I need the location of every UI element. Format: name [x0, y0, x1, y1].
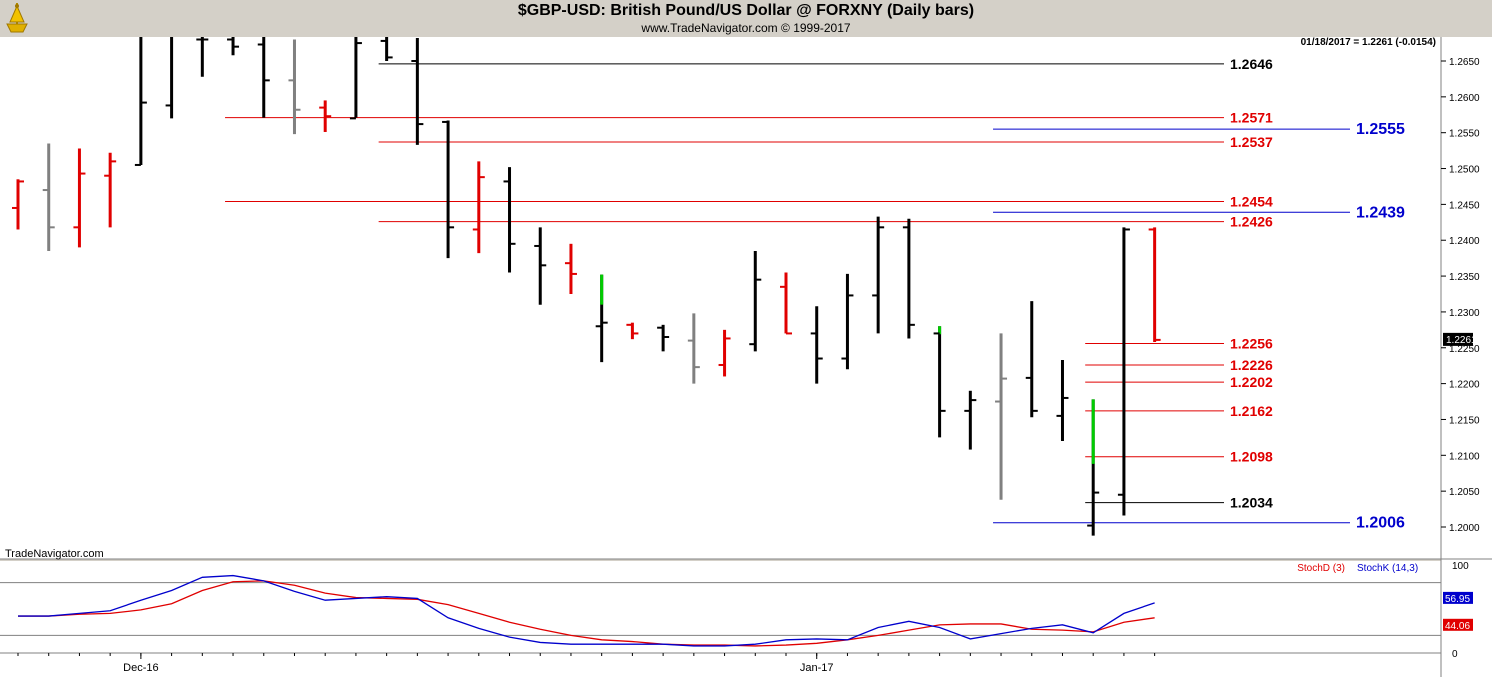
chart-area: 1.2000 1.2050 1.2100 1.2150 1.2200 1.2250 1.23…	[0, 37, 1492, 677]
level-label: 1.2034	[1230, 495, 1273, 511]
price-tick-label: 1.2250	[1449, 344, 1480, 355]
ohlc-bar	[227, 37, 240, 56]
ohlc-bar	[442, 120, 455, 259]
ohlc-bar	[964, 390, 977, 450]
price-tick-label: 1.2200	[1449, 380, 1480, 391]
date-tick-label: Jan-17	[800, 662, 834, 674]
ohlc-bar	[42, 143, 55, 251]
price-axis: 1.2000 1.2050 1.2100 1.2150 1.2200 1.2250 1.23…	[1441, 57, 1480, 534]
ohlc-bar	[718, 329, 731, 377]
price-tick-label: 1.2050	[1449, 487, 1480, 498]
price-tick-label: 1.2600	[1449, 93, 1480, 104]
ohlc-bar	[564, 243, 577, 294]
stoch-tick-label: 0	[1452, 649, 1458, 660]
ohlc-bar	[1117, 227, 1130, 516]
level-label: 1.2426	[1230, 214, 1273, 230]
level-label: 1.2646	[1230, 56, 1273, 72]
ohlc-bar	[657, 324, 670, 352]
stoch-last-label: 44.06	[1445, 621, 1470, 632]
ohlc-bar	[749, 250, 762, 352]
copyright-text: www.TradeNavigator.com © 1999-2017	[641, 21, 851, 35]
ohlc-bar	[902, 218, 915, 339]
date-axis: Dec-16 Jan-17	[17, 653, 1156, 674]
level-label: 1.2202	[1230, 374, 1273, 390]
level-label: 1.2162	[1230, 403, 1273, 419]
ohlc-bar	[288, 39, 301, 135]
stochd-legend: StochD (3)	[1297, 563, 1345, 574]
price-tick-label: 1.2500	[1449, 165, 1480, 176]
ohlc-bar	[1087, 399, 1100, 536]
ohlc-bar	[349, 37, 362, 120]
last-quote-text: 01/18/2017 = 1.2261 (-0.0154)	[1301, 37, 1436, 48]
price-panel-background	[0, 37, 1441, 559]
ohlc-bar	[626, 322, 639, 340]
axis-background	[1441, 37, 1492, 677]
last-price-label: 1.2261	[1446, 335, 1477, 346]
ohlc-bar	[12, 179, 24, 230]
ohlc-bar	[411, 38, 424, 145]
price-tick-label: 1.2650	[1449, 57, 1480, 68]
stoch-last-label: 56.95	[1445, 594, 1470, 605]
price-tick-label: 1.2550	[1449, 129, 1480, 140]
compass-logo-icon	[6, 3, 28, 33]
ohlc-bar	[1148, 227, 1161, 343]
level-label: 1.2098	[1230, 449, 1273, 465]
ohlc-bar	[841, 273, 854, 370]
stoch-tick-label: 100	[1452, 561, 1469, 572]
ohlc-bar	[1056, 359, 1069, 441]
chart-title: $GBP-USD: British Pound/US Dollar @ FORX…	[517, 2, 975, 19]
stoch-last-tag	[1443, 591, 1473, 604]
level-lines: 1.2646 1.2571 1.2555 1.2537 1.2454 1.2439 1.24…	[225, 56, 1405, 532]
ohlc-bar	[995, 333, 1008, 500]
ohlc-bar	[104, 152, 117, 228]
ohlc-bar	[196, 37, 209, 77]
date-axis-background	[0, 653, 1441, 677]
ohlc-bar	[810, 306, 823, 384]
ohlc-bars	[12, 37, 1161, 536]
title-bar: $GBP-USD: British Pound/US Dollar @ FORX…	[0, 0, 1492, 37]
ohlc-bar	[73, 148, 86, 248]
ohlc-bar	[472, 161, 485, 254]
last-price-tag: 1.2261	[1443, 332, 1477, 346]
ohlc-bar	[780, 272, 792, 335]
stochk-legend: StochK (14,3)	[1357, 563, 1418, 574]
ohlc-bar	[380, 37, 393, 61]
ohlc-bar	[933, 326, 946, 438]
level-label: 1.2454	[1230, 194, 1273, 210]
level-label: 1.2555	[1356, 121, 1405, 138]
level-label: 1.2571	[1230, 110, 1273, 126]
stoch-last-tag	[1443, 618, 1473, 631]
ohlc-bar	[1025, 301, 1038, 418]
level-label: 1.2537	[1230, 134, 1273, 150]
ohlc-bar	[687, 313, 700, 384]
price-tick-label: 1.2350	[1449, 272, 1480, 283]
stochastic-panel: 100 0 44.06 56.95	[0, 561, 1473, 660]
stoch-series-line	[18, 574, 1155, 647]
price-tick-label: 1.2450	[1449, 200, 1480, 211]
level-label: 1.2256	[1230, 335, 1273, 351]
ohlc-bar	[872, 216, 885, 334]
stoch-panel-background	[0, 561, 1441, 653]
ohlc-bar	[319, 100, 332, 132]
price-tick-label: 1.2400	[1449, 236, 1480, 247]
level-label: 1.2006	[1356, 515, 1405, 532]
price-tick-label: 1.2000	[1449, 523, 1480, 534]
price-tick-label: 1.2150	[1449, 415, 1480, 426]
price-tick-label: 1.2100	[1449, 451, 1480, 462]
ohlc-bar	[503, 167, 516, 273]
ohlc-bar	[257, 37, 270, 118]
date-tick-label: Dec-16	[123, 662, 158, 674]
level-label: 1.2439	[1356, 204, 1405, 221]
watermark-text: TradeNavigator.com	[5, 548, 104, 560]
ohlc-bar	[595, 274, 608, 363]
price-tick-label: 1.2300	[1449, 308, 1480, 319]
ohlc-bar	[534, 227, 547, 305]
ohlc-bar	[134, 37, 147, 166]
level-label: 1.2226	[1230, 357, 1273, 373]
ohlc-bar	[165, 37, 174, 119]
stoch-series-line	[18, 580, 1155, 647]
